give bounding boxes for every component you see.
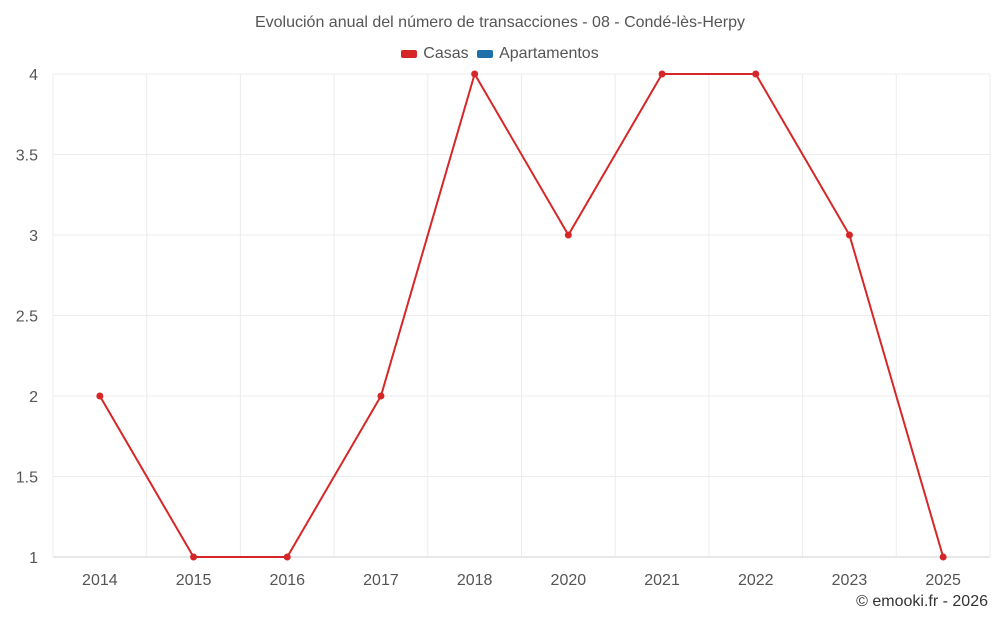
x-tick-label: 2017 [363,572,399,589]
y-tick-label: 1 [29,550,38,567]
x-tick-label: 2021 [644,572,680,589]
data-point-casas-2018[interactable] [471,70,479,78]
legend-label-apartamentos: Apartamentos [499,45,599,62]
data-point-casas-2015[interactable] [190,553,198,561]
x-tick-label: 2014 [82,572,118,589]
x-tick-label: 2025 [925,572,961,589]
legend-swatch-apartamentos [477,50,494,58]
x-tick-label: 2023 [832,572,868,589]
chart-title: Evolución anual del número de transaccio… [254,14,746,31]
data-point-casas-2022[interactable] [752,70,760,78]
data-point-casas-2020[interactable] [564,231,572,239]
x-tick-label: 2016 [269,572,305,589]
y-tick-label: 1.5 [16,470,38,487]
y-tick-label: 2.5 [16,309,38,326]
y-tick-label: 2 [29,389,38,406]
series-line-casas [98,73,945,558]
x-tick-label: 2020 [551,572,587,589]
y-tick-label: 3.5 [16,148,38,165]
legend-label-casas: Casas [423,45,469,62]
footer-credit: © emooki.fr - 2026 [856,593,988,610]
x-tick-label: 2022 [738,572,774,589]
data-point-casas-2017[interactable] [377,392,385,400]
legend-item-apartamentos[interactable]: Apartamentos [477,45,599,63]
y-tick-label: 4 [29,67,38,84]
legend-swatch-casas [401,50,418,58]
data-point-casas-2016[interactable] [283,553,291,561]
x-tick-label: 2015 [176,572,212,589]
data-point-casas-2025[interactable] [939,553,947,561]
data-point-casas-2014[interactable] [96,392,104,400]
y-tick-label: 3 [29,228,38,245]
data-point-casas-2021[interactable] [658,70,666,78]
legend-item-casas[interactable]: Casas [401,45,469,63]
x-tick-label: 2018 [457,572,493,589]
data-point-casas-2023[interactable] [845,231,853,239]
legend: Casas Apartamentos [0,45,1000,63]
